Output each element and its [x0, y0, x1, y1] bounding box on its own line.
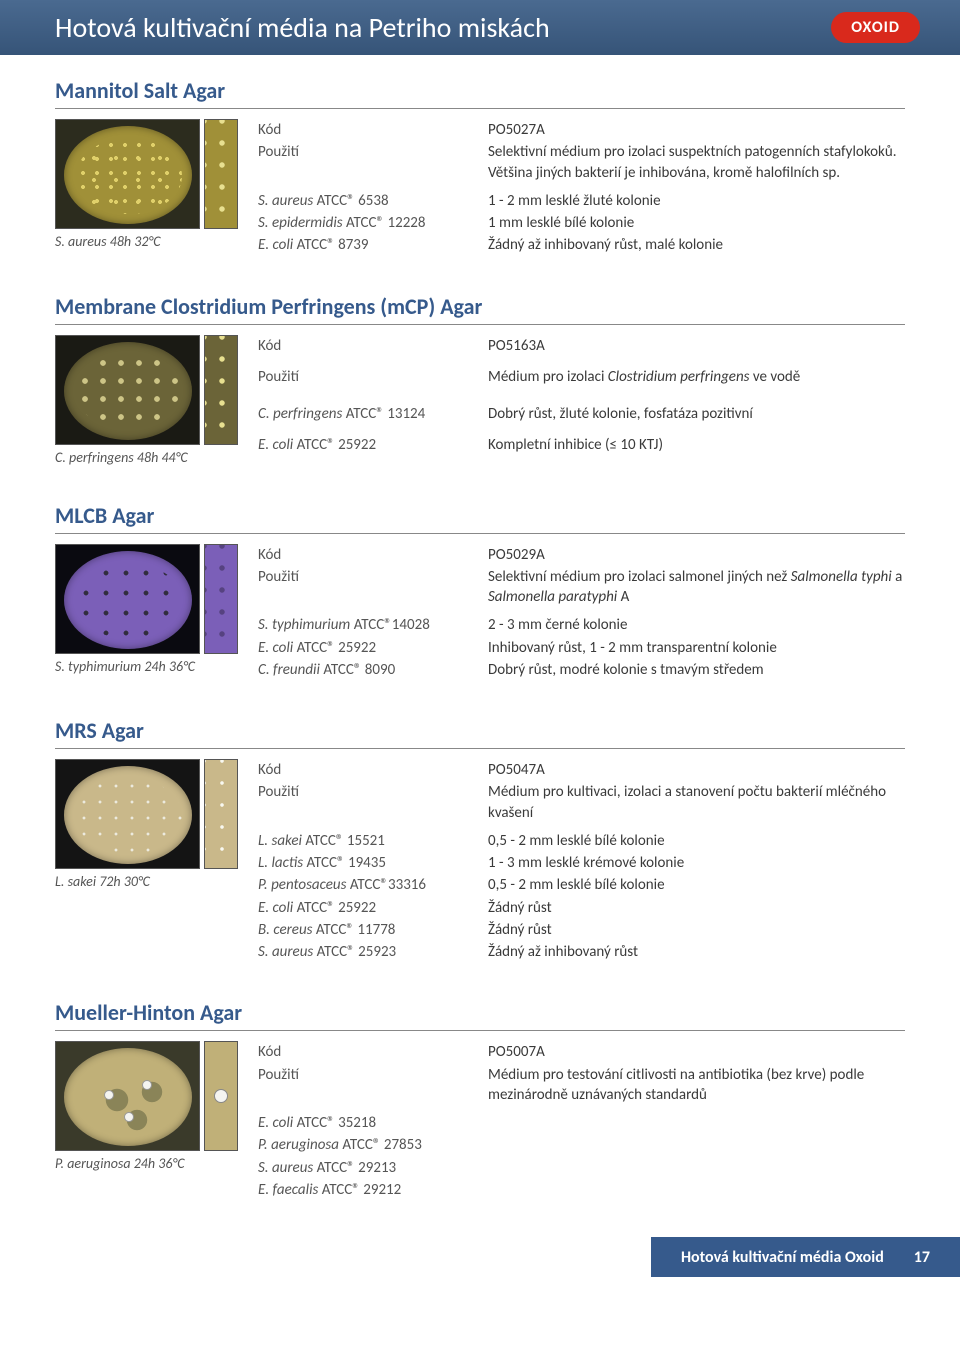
brand-logo: OXOID	[831, 12, 920, 43]
code-value: PO5029A	[488, 544, 905, 566]
use-value: Médium pro testování citlivosti na antib…	[488, 1064, 905, 1107]
organism: C. perfringens ATCC® 13124	[258, 403, 488, 434]
result: 1 - 2 mm lesklé žluté kolonie	[488, 190, 905, 212]
result: 1 - 3 mm lesklé krémové kolonie	[488, 852, 905, 874]
entry-mannitol-salt-agar: Mannitol Salt Agar S. aureus 48h 32°C Kó…	[55, 77, 905, 257]
image-column: S. typhimurium 24h 36°C	[55, 544, 240, 682]
result: 1 mm lesklé bílé kolonie	[488, 212, 905, 234]
image-caption: P. aeruginosa 24h 36°C	[55, 1155, 240, 1172]
result: 0,5 - 2 mm lesklé bílé kolonie	[488, 874, 905, 896]
result: Žádný růst	[488, 897, 905, 919]
label-code: Kód	[258, 1041, 488, 1063]
image-column: P. aeruginosa 24h 36°C	[55, 1041, 240, 1201]
organism: E. coli ATCC® 25922	[258, 637, 488, 659]
info-table: Kód PO5027A Použití Selektivní médium pr…	[258, 119, 905, 257]
image-caption: C. perfringens 48h 44°C	[55, 449, 240, 466]
petri-dish-image	[55, 335, 200, 445]
zoom-image	[204, 1041, 238, 1151]
entry-mueller-hinton-agar: Mueller-Hinton Agar P. aeruginos	[55, 999, 905, 1201]
entry-title: Mueller-Hinton Agar	[55, 999, 905, 1031]
label-code: Kód	[258, 759, 488, 781]
zoom-image	[204, 759, 238, 869]
organism: E. coli ATCC® 25922	[258, 897, 488, 919]
info-table: Kód PO5047A Použití Médium pro kultivaci…	[258, 759, 905, 963]
zoom-image	[204, 544, 238, 654]
label-code: Kód	[258, 335, 488, 366]
result: 0,5 - 2 mm lesklé bílé kolonie	[488, 830, 905, 852]
entry-mlcb-agar: MLCB Agar S. typhimurium 24h 36°C Kód PO…	[55, 502, 905, 682]
use-value: Selektivní médium pro izolaci salmonel j…	[488, 566, 905, 609]
petri-dish-image	[55, 119, 200, 229]
label-use: Použití	[258, 141, 488, 184]
result: 2 - 3 mm černé kolonie	[488, 614, 905, 636]
result: Inhibovaný růst, 1 - 2 mm transparentní …	[488, 637, 905, 659]
result: Žádný růst	[488, 919, 905, 941]
organism: S. typhimurium ATCC®14028	[258, 614, 488, 636]
footer-bar: Hotová kultivační média Oxoid 17	[0, 1237, 960, 1277]
result: Dobrý růst, modré kolonie s tmavým střed…	[488, 659, 905, 681]
label-use: Použití	[258, 781, 488, 824]
organism: E. faecalis ATCC® 29212	[258, 1179, 488, 1201]
info-table: Kód PO5007A Použití Médium pro testování…	[258, 1041, 905, 1201]
entry-title: MLCB Agar	[55, 502, 905, 534]
footer-tab: Hotová kultivační média Oxoid 17	[651, 1237, 960, 1277]
result	[488, 1157, 905, 1179]
entry-title: Mannitol Salt Agar	[55, 77, 905, 109]
organism: S. aureus ATCC® 29213	[258, 1157, 488, 1179]
organism: L. lactis ATCC® 19435	[258, 852, 488, 874]
info-table: Kód PO5029A Použití Selektivní médium pr…	[258, 544, 905, 682]
code-value: PO5007A	[488, 1041, 905, 1063]
organism: S. aureus ATCC® 25923	[258, 941, 488, 963]
organism: C. freundii ATCC® 8090	[258, 659, 488, 681]
footer-text: Hotová kultivační média Oxoid	[681, 1248, 884, 1267]
page-number: 17	[914, 1248, 930, 1267]
zoom-image	[204, 335, 238, 445]
image-column: C. perfringens 48h 44°C	[55, 335, 240, 466]
use-value: Médium pro izolaci Clostridium perfringe…	[488, 366, 905, 397]
result: Kompletní inhibice (≤ 10 KTJ)	[488, 434, 905, 465]
label-use: Použití	[258, 366, 488, 397]
organism: S. aureus ATCC® 6538	[258, 190, 488, 212]
organism: E. coli ATCC® 25922	[258, 434, 488, 465]
organism: B. cereus ATCC® 11778	[258, 919, 488, 941]
zoom-image	[204, 119, 238, 229]
entry-mcp-agar: Membrane Clostridium Perfringens (mCP) A…	[55, 293, 905, 466]
code-value: PO5027A	[488, 119, 905, 141]
label-code: Kód	[258, 119, 488, 141]
result	[488, 1134, 905, 1156]
result: Žádný až inhibovaný růst	[488, 941, 905, 963]
image-caption: S. aureus 48h 32°C	[55, 233, 240, 250]
code-value: PO5047A	[488, 759, 905, 781]
header-bar: Hotová kultivační média na Petriho miská…	[0, 0, 960, 55]
organism: P. pentosaceus ATCC®33316	[258, 874, 488, 896]
entry-title: Membrane Clostridium Perfringens (mCP) A…	[55, 293, 905, 325]
entry-title: MRS Agar	[55, 717, 905, 749]
organism: L. sakei ATCC® 15521	[258, 830, 488, 852]
image-column: L. sakei 72h 30°C	[55, 759, 240, 963]
use-value: Selektivní médium pro izolaci suspektníc…	[488, 141, 905, 184]
petri-dish-image	[55, 1041, 200, 1151]
result	[488, 1179, 905, 1201]
info-table: Kód PO5163A Použití Médium pro izolaci C…	[258, 335, 905, 466]
result: Žádný až inhibovaný růst, malé kolonie	[488, 234, 905, 256]
use-value: Médium pro kultivaci, izolaci a stanoven…	[488, 781, 905, 824]
page-body: Mannitol Salt Agar S. aureus 48h 32°C Kó…	[0, 77, 960, 1201]
result	[488, 1112, 905, 1134]
organism: P. aeruginosa ATCC® 27853	[258, 1134, 488, 1156]
code-value: PO5163A	[488, 335, 905, 366]
page-title: Hotová kultivační média na Petriho miská…	[55, 10, 550, 45]
image-caption: S. typhimurium 24h 36°C	[55, 658, 240, 675]
petri-dish-image	[55, 544, 200, 654]
result: Dobrý růst, žluté kolonie, fosfatáza poz…	[488, 403, 905, 434]
entry-mrs-agar: MRS Agar L. sakei 72h 30°C Kód PO5047A P…	[55, 717, 905, 963]
petri-dish-image	[55, 759, 200, 869]
image-column: S. aureus 48h 32°C	[55, 119, 240, 257]
label-code: Kód	[258, 544, 488, 566]
organism: S. epidermidis ATCC® 12228	[258, 212, 488, 234]
image-caption: L. sakei 72h 30°C	[55, 873, 240, 890]
label-use: Použití	[258, 1064, 488, 1107]
organism: E. coli ATCC® 35218	[258, 1112, 488, 1134]
label-use: Použití	[258, 566, 488, 609]
organism: E. coli ATCC® 8739	[258, 234, 488, 256]
